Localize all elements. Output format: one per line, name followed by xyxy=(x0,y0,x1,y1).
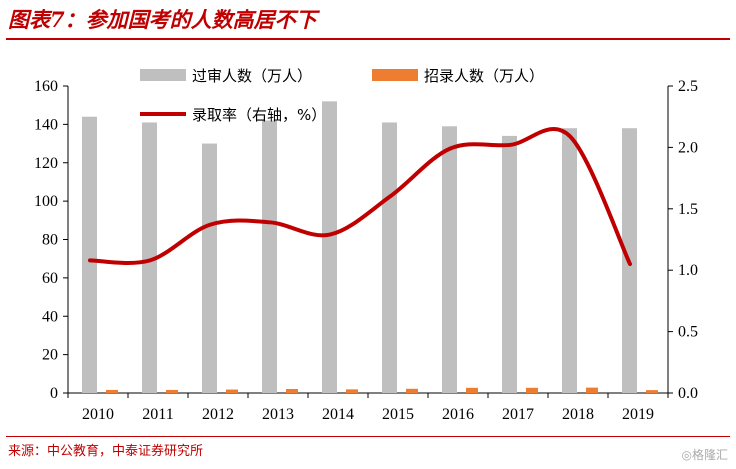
x-tick-label: 2011 xyxy=(142,406,173,423)
source-note: 来源：中公教育，中泰证券研究所 xyxy=(8,444,204,459)
bar-recruited xyxy=(106,389,118,393)
bar-reviewed xyxy=(502,135,517,393)
bar-reviewed xyxy=(82,116,97,393)
right-tick-label: 1.0 xyxy=(678,262,698,279)
x-tick-label: 2014 xyxy=(322,406,354,423)
bar-recruited xyxy=(526,387,538,393)
footer-divider xyxy=(6,436,730,437)
x-tick-label: 2010 xyxy=(82,406,114,423)
left-tick-label: 40 xyxy=(42,308,58,325)
x-tick-label: 2017 xyxy=(502,406,534,423)
right-tick-label: 0.0 xyxy=(678,385,698,402)
bar-recruited xyxy=(346,389,358,393)
bar-recruited xyxy=(286,388,298,393)
left-tick-label: 100 xyxy=(34,193,58,210)
line-group xyxy=(88,127,632,267)
bar-recruited xyxy=(226,389,238,393)
right-tick-label: 2.0 xyxy=(678,139,698,156)
bar-recruited xyxy=(466,387,478,393)
bar-reviewed xyxy=(142,122,157,394)
bar-recruited xyxy=(586,387,598,393)
right-tick-label: 1.5 xyxy=(678,201,698,218)
line-acceptance-rate xyxy=(88,127,632,267)
bar-group xyxy=(82,101,658,394)
left-tick-label: 140 xyxy=(34,116,58,133)
right-tick-label: 0.5 xyxy=(678,324,698,341)
legend-swatch-reviewed xyxy=(140,69,186,81)
bar-reviewed xyxy=(382,122,397,394)
x-tick-label: 2013 xyxy=(262,406,294,423)
axes: 0 20 40 60 80 100 120 140 160 0.0 0.5 1.0 1.5 2.0 2.5 2… xyxy=(34,78,698,423)
x-tick-label: 2015 xyxy=(382,406,414,423)
bar-reviewed xyxy=(442,126,457,393)
title-divider xyxy=(6,38,730,40)
bar-recruited xyxy=(406,388,418,393)
left-tick-label: 120 xyxy=(34,155,58,172)
left-tick-label: 20 xyxy=(42,347,58,364)
bar-reviewed xyxy=(562,128,577,393)
legend-swatch-recruited xyxy=(372,69,418,81)
right-tick-label: 2.5 xyxy=(678,78,698,95)
left-tick-label: 0 xyxy=(50,385,58,402)
chart-title: 图表7：参加国考的人数高居不下 xyxy=(8,7,317,32)
watermark: ◎格隆汇 xyxy=(681,448,728,462)
bar-recruited xyxy=(646,390,658,393)
legend-label-recruited: 招录人数（万人） xyxy=(424,67,544,85)
bar-reviewed xyxy=(262,120,277,393)
legend: 过审人数（万人） 招录人数（万人） 录取率（右轴，%） xyxy=(140,67,544,124)
legend-label-reviewed: 过审人数（万人） xyxy=(192,67,312,85)
legend-label-rate: 录取率（右轴，%） xyxy=(192,106,326,124)
left-tick-label: 160 xyxy=(34,78,58,95)
x-tick-label: 2016 xyxy=(442,406,474,423)
bar-recruited xyxy=(166,389,178,393)
x-tick-label: 2018 xyxy=(562,406,594,423)
left-tick-label: 60 xyxy=(42,270,58,287)
x-tick-label: 2012 xyxy=(202,406,234,423)
bar-reviewed xyxy=(202,143,217,393)
x-tick-label: 2019 xyxy=(622,406,654,423)
bar-reviewed xyxy=(322,101,337,393)
left-tick-label: 80 xyxy=(42,232,58,249)
chart: 0 20 40 60 80 100 120 140 160 0.0 0.5 1.0 1.5 2.0 2.5 2… xyxy=(34,67,698,423)
